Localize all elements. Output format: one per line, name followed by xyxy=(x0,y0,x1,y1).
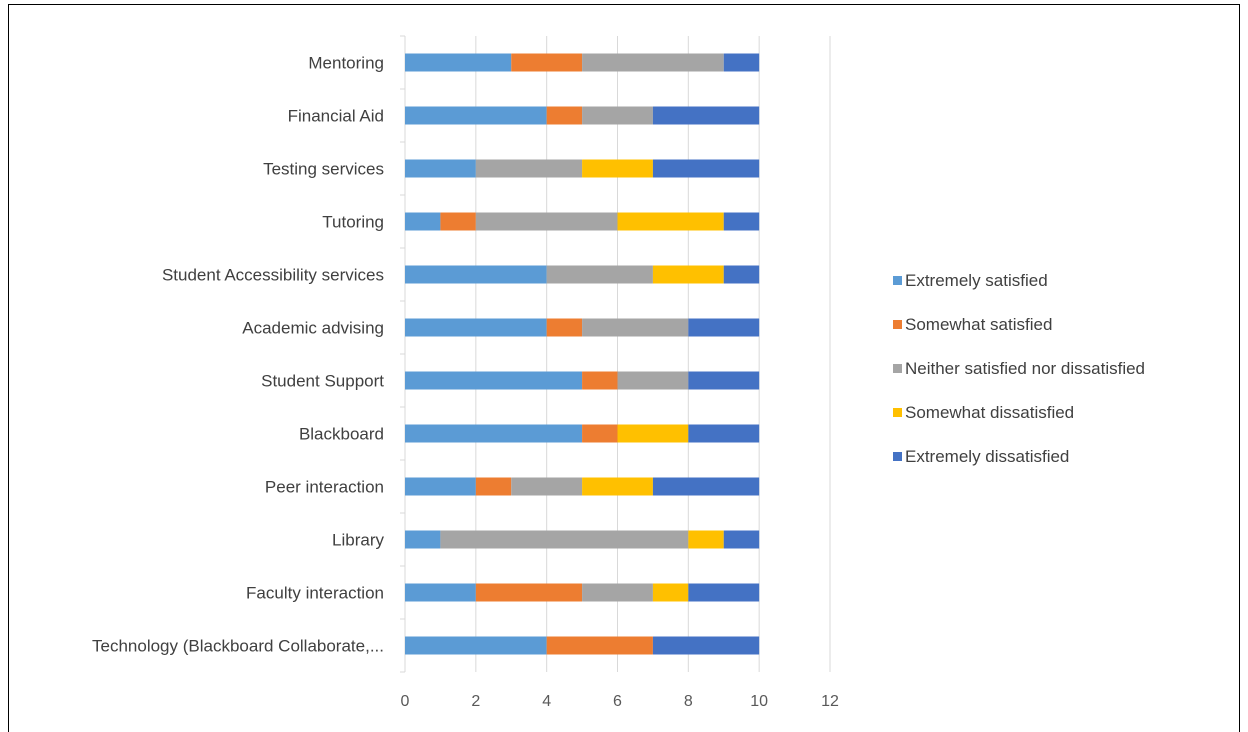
bar-segment-4-0 xyxy=(723,53,760,72)
x-tick-label: 0 xyxy=(401,693,410,710)
bar-segment-4-4 xyxy=(723,265,760,284)
bar-segment-0-9 xyxy=(405,530,441,549)
legend-swatch-2 xyxy=(893,364,902,373)
bar-segment-2-5 xyxy=(582,318,689,337)
bar-segment-1-6 xyxy=(582,371,618,390)
bar-segment-2-9 xyxy=(440,530,689,549)
x-tick-label: 4 xyxy=(542,693,551,710)
x-tick-label: 6 xyxy=(613,693,622,710)
category-label: Academic advising xyxy=(242,319,384,338)
bar-segment-4-8 xyxy=(652,477,760,496)
category-label: Mentoring xyxy=(308,54,384,73)
legend-label-4: Extremely dissatisfied xyxy=(905,447,1069,466)
bar-segment-3-9 xyxy=(688,530,724,549)
bar-segment-2-8 xyxy=(511,477,583,496)
legend-swatch-0 xyxy=(893,276,902,285)
category-label: Peer interaction xyxy=(265,478,384,497)
bar-segment-4-9 xyxy=(723,530,760,549)
bar-segment-2-6 xyxy=(617,371,689,390)
bar-segment-3-2 xyxy=(582,159,653,178)
bar-segment-4-11 xyxy=(652,636,760,655)
bar-segment-3-7 xyxy=(617,424,689,443)
bar-segment-4-10 xyxy=(688,583,760,602)
category-label: Tutoring xyxy=(322,213,384,232)
bar-segment-1-3 xyxy=(440,212,476,231)
legend-label-2: Neither satisfied nor dissatisfied xyxy=(905,359,1145,378)
category-label: Technology (Blackboard Collaborate,... xyxy=(92,637,384,656)
bar-segment-2-1 xyxy=(582,106,653,125)
bar-segment-0-7 xyxy=(405,424,583,443)
bar-segment-0-5 xyxy=(405,318,547,337)
bar-segment-3-8 xyxy=(582,477,653,496)
bar-segment-1-0 xyxy=(511,53,583,72)
bar-segment-4-2 xyxy=(652,159,760,178)
legend-label-3: Somewhat dissatisfied xyxy=(905,403,1074,422)
category-label: Student Accessibility services xyxy=(162,266,384,285)
legend-label-1: Somewhat satisfied xyxy=(905,315,1052,334)
category-label: Blackboard xyxy=(299,425,384,444)
bar-segment-0-11 xyxy=(405,636,547,655)
category-label: Testing services xyxy=(263,160,384,179)
bar-segment-0-3 xyxy=(405,212,441,231)
bar-segment-1-5 xyxy=(546,318,583,337)
bar-segment-0-10 xyxy=(405,583,476,602)
bar-segment-2-0 xyxy=(582,53,724,72)
category-label: Faculty interaction xyxy=(246,584,384,603)
legend-label-0: Extremely satisfied xyxy=(905,271,1048,290)
bar-segment-2-3 xyxy=(475,212,618,231)
bar-segment-1-8 xyxy=(475,477,512,496)
bar-segment-2-10 xyxy=(582,583,653,602)
bar-segment-4-3 xyxy=(723,212,760,231)
bar-segment-0-6 xyxy=(405,371,583,390)
bar-segment-0-0 xyxy=(405,53,512,72)
legend-swatch-4 xyxy=(893,452,902,461)
bar-segment-4-7 xyxy=(688,424,760,443)
bar-segment-2-2 xyxy=(475,159,583,178)
category-label: Financial Aid xyxy=(288,107,384,126)
bar-segment-4-1 xyxy=(652,106,760,125)
bar-segment-0-8 xyxy=(405,477,476,496)
x-tick-label: 10 xyxy=(750,693,768,710)
bar-segment-2-4 xyxy=(546,265,653,284)
bar-segment-3-10 xyxy=(652,583,689,602)
bar-segment-0-1 xyxy=(405,106,547,125)
bar-segment-1-7 xyxy=(582,424,618,443)
bar-segment-1-11 xyxy=(546,636,653,655)
bar-segment-1-1 xyxy=(546,106,583,125)
bar-segment-1-10 xyxy=(475,583,583,602)
x-tick-label: 12 xyxy=(821,693,839,710)
x-tick-label: 2 xyxy=(471,693,480,710)
bar-segment-4-5 xyxy=(688,318,760,337)
legend-swatch-1 xyxy=(893,320,902,329)
bar-segment-3-4 xyxy=(652,265,724,284)
bar-segment-0-4 xyxy=(405,265,547,284)
chart-frame xyxy=(8,4,1240,732)
bar-segment-0-2 xyxy=(405,159,476,178)
category-label: Student Support xyxy=(261,372,384,391)
bar-segment-3-3 xyxy=(617,212,724,231)
category-label: Library xyxy=(332,531,384,550)
bar-segment-4-6 xyxy=(688,371,760,390)
x-tick-label: 8 xyxy=(684,693,693,710)
legend-swatch-3 xyxy=(893,408,902,417)
